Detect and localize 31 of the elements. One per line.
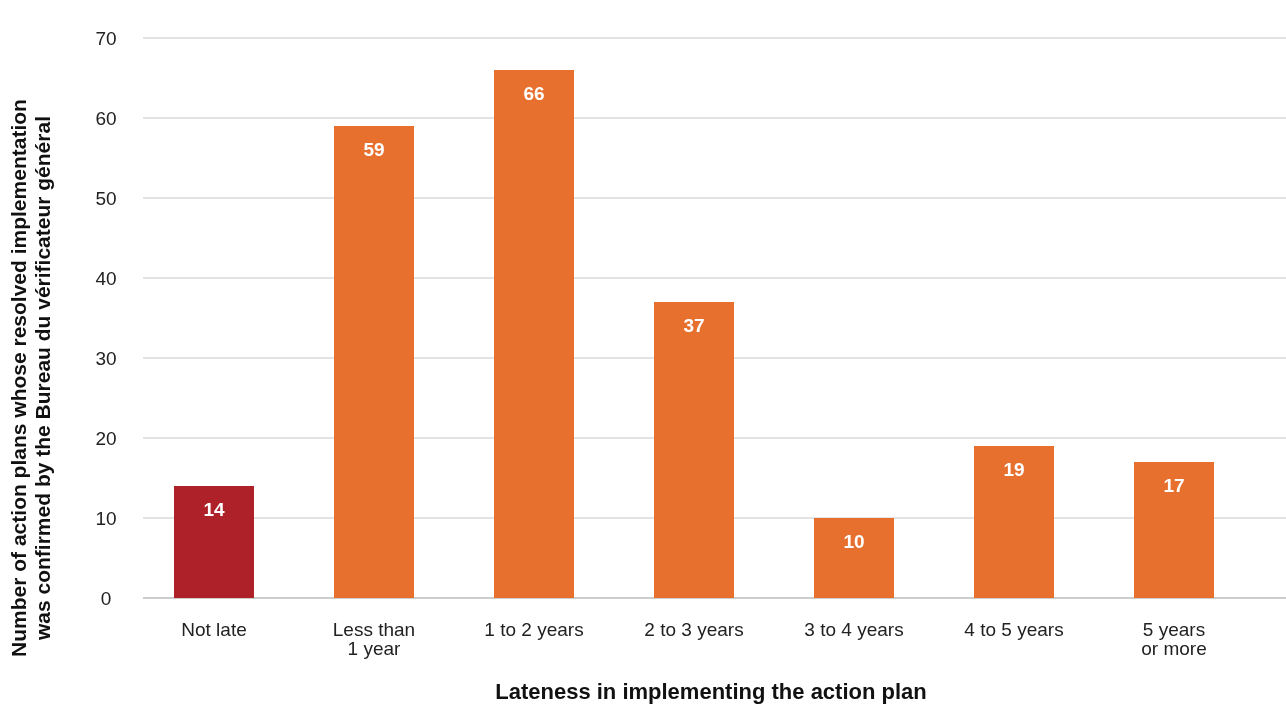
x-tick-label: Not late	[181, 619, 247, 640]
data-label: 14	[203, 499, 225, 520]
data-label: 19	[1003, 459, 1025, 480]
data-label: 37	[683, 315, 705, 336]
y-tick-label: 60	[95, 107, 117, 129]
x-tick-label: 1 to 2 years	[484, 619, 584, 640]
data-label: 17	[1163, 475, 1185, 496]
bar	[974, 446, 1054, 598]
y-tick-label: 20	[95, 427, 117, 449]
y-tick-label: 0	[100, 587, 112, 609]
y-tick-label: 40	[95, 267, 117, 289]
y-tick-label: 10	[95, 507, 117, 529]
bar	[494, 70, 574, 598]
data-label: 66	[523, 83, 545, 104]
y-tick-label: 70	[95, 27, 117, 49]
y-tick-label: 30	[95, 347, 117, 369]
x-axis-title: Lateness in implementing the action plan	[495, 679, 927, 704]
y-tick-label: 50	[95, 187, 117, 209]
x-tick-label: Less than 1 year	[332, 619, 416, 659]
data-label: 59	[363, 139, 385, 160]
bar	[814, 518, 894, 598]
y-axis-title: Number of action plans whose resolved implementation was confirmed by the Bureau du vérificateur général	[7, 99, 54, 657]
bar	[1134, 462, 1214, 598]
x-tick-label: 4 to 5 years	[964, 619, 1064, 640]
x-tick-label: 2 to 3 years	[644, 619, 744, 640]
bar	[334, 126, 414, 598]
x-tick-label: 5 years or more	[1141, 619, 1207, 659]
bar	[654, 302, 734, 598]
x-tick-label: 3 to 4 years	[804, 619, 904, 640]
bar	[174, 486, 254, 598]
data-label: 10	[843, 531, 865, 552]
